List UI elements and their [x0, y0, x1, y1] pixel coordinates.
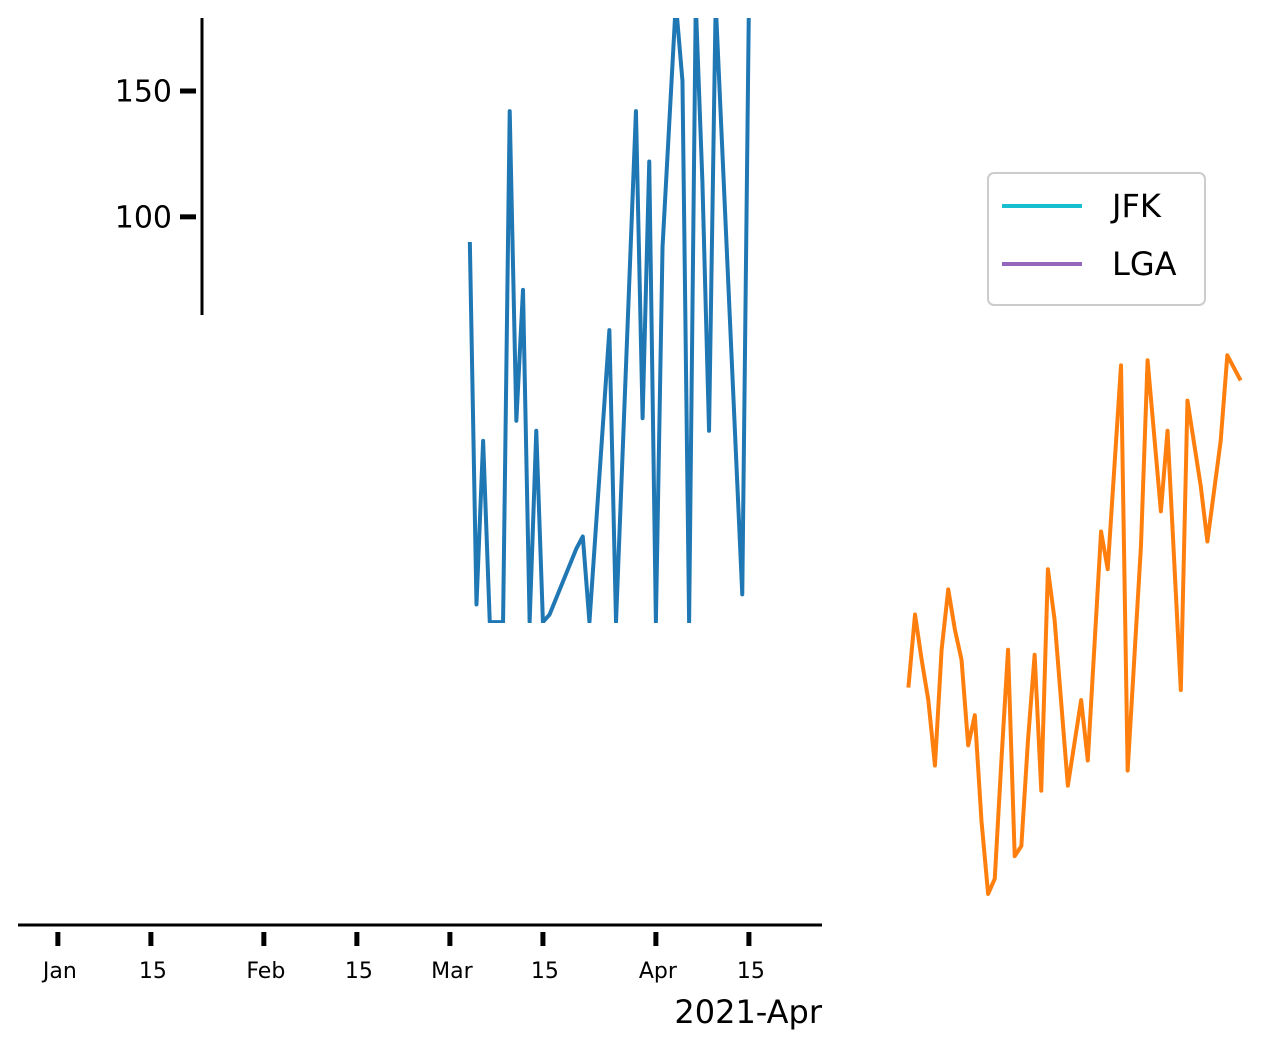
x-tick-label: Apr	[639, 959, 678, 984]
y-tick-label: 100	[115, 200, 172, 235]
x-tick-label: 15	[531, 959, 559, 984]
line	[467, 18, 751, 623]
legend-label: JFK	[1110, 187, 1162, 225]
y-tick-label: 150	[115, 74, 172, 109]
x-tick-label: 15	[737, 959, 765, 984]
legend-label: LGA	[1112, 245, 1177, 283]
x-tick-label: Feb	[246, 959, 285, 984]
clip-group	[467, 18, 751, 623]
legend-box	[987, 172, 1206, 306]
x-tick-label: Mar	[431, 959, 473, 984]
x-tick-label: Jan	[41, 959, 77, 984]
x-tick-label: 15	[345, 959, 373, 984]
line	[906, 353, 1243, 896]
x-tick-label: 15	[139, 959, 167, 984]
x-offset-label: 2021-Apr	[674, 993, 822, 1031]
